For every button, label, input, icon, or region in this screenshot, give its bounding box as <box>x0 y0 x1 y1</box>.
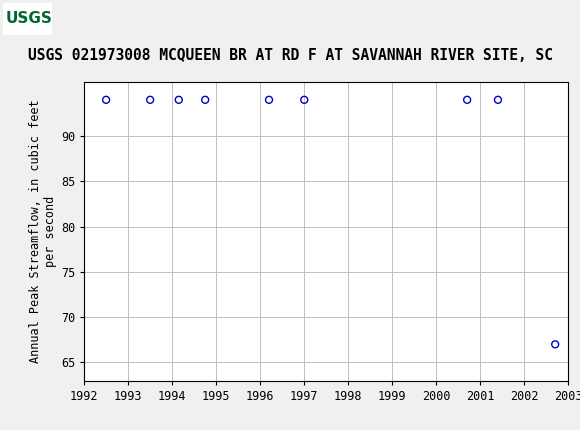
Point <box>494 96 503 103</box>
Text: USGS 021973008 MCQUEEN BR AT RD F AT SAVANNAH RIVER SITE, SC: USGS 021973008 MCQUEEN BR AT RD F AT SAV… <box>27 48 553 63</box>
Point <box>462 96 472 103</box>
Point <box>264 96 274 103</box>
Point <box>550 341 560 348</box>
Text: USGS: USGS <box>5 12 52 26</box>
Point <box>146 96 155 103</box>
Point <box>201 96 210 103</box>
Point <box>300 96 309 103</box>
Y-axis label: Annual Peak Streamflow, in cubic feet
per second: Annual Peak Streamflow, in cubic feet pe… <box>28 99 57 363</box>
FancyBboxPatch shape <box>3 3 52 35</box>
Point <box>174 96 183 103</box>
Point <box>102 96 111 103</box>
